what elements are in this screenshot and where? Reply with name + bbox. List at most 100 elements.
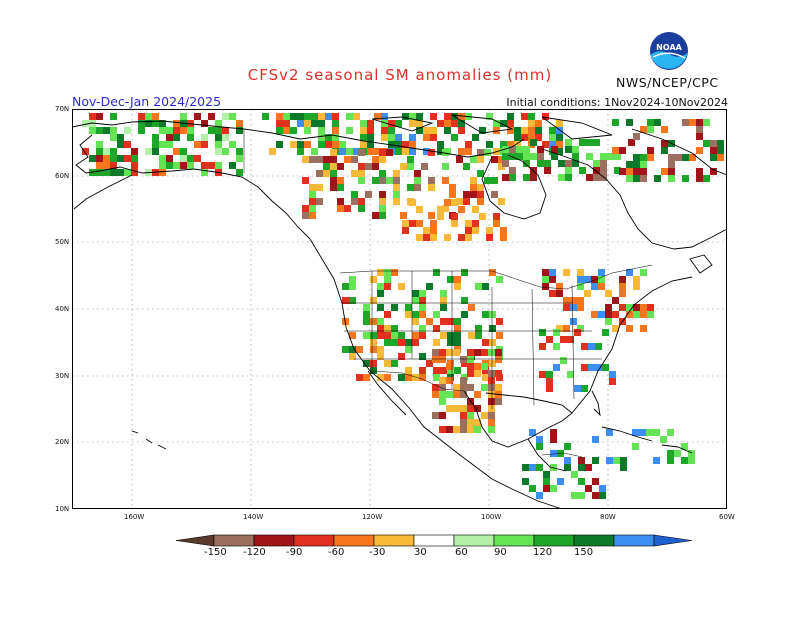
anomaly-cell (384, 374, 391, 381)
anomaly-cell (600, 160, 607, 167)
anomaly-cell (486, 141, 493, 148)
anomaly-cell (442, 163, 449, 170)
anomaly-cell (442, 149, 449, 156)
anomaly-cell (439, 384, 446, 391)
lon-label: 80W (600, 513, 616, 521)
anomaly-cell (577, 276, 584, 283)
anomaly-cell (565, 174, 572, 181)
anomaly-cell (581, 343, 588, 350)
anomaly-cell (481, 349, 488, 356)
anomaly-cell (297, 113, 304, 120)
anomaly-cell (96, 113, 103, 120)
anomaly-cell (498, 163, 505, 170)
anomaly-cell (395, 148, 402, 155)
anomaly-cell (654, 175, 661, 182)
anomaly-cell (633, 161, 640, 168)
anomaly-cell (578, 478, 585, 485)
anomaly-cell (398, 339, 405, 346)
noaa-logo-text: NOAA (656, 43, 682, 52)
lon-label: 120W (362, 513, 383, 521)
anomaly-cell (514, 127, 521, 134)
anomaly-cell (428, 184, 435, 191)
anomaly-cell (703, 119, 710, 126)
anomaly-cell (439, 412, 446, 419)
anomaly-cell (124, 141, 131, 148)
anomaly-cell (619, 147, 626, 154)
anomaly-cell (553, 329, 560, 336)
anomaly-cell (412, 297, 419, 304)
anomaly-cell (379, 149, 386, 156)
anomaly-cell (502, 160, 509, 167)
anomaly-cell (599, 485, 606, 492)
anomaly-cell (647, 126, 654, 133)
anomaly-cell (640, 325, 647, 332)
anomaly-cell (486, 113, 493, 120)
coastlines (72, 114, 727, 509)
anomaly-cell (681, 443, 688, 450)
anomaly-cell (523, 146, 530, 153)
anomaly-cell (402, 141, 409, 148)
anomaly-cell (309, 184, 316, 191)
lat-label: 30N (55, 372, 70, 380)
anomaly-cell (332, 120, 339, 127)
anomaly-cell (318, 141, 325, 148)
anomaly-cell (96, 127, 103, 134)
anomaly-cell (318, 113, 325, 120)
anomaly-cell (570, 297, 577, 304)
anomaly-cell (180, 148, 187, 155)
anomaly-cell (215, 127, 222, 134)
anomaly-cell (522, 478, 529, 485)
anomaly-cell (332, 134, 339, 141)
anomaly-cell (187, 155, 194, 162)
anomaly-cell (465, 227, 472, 234)
anomaly-cell (391, 304, 398, 311)
anomaly-cell (606, 457, 613, 464)
anomaly-cell (502, 146, 509, 153)
anomaly-cell (201, 162, 208, 169)
anomaly-cell (384, 283, 391, 290)
anomaly-cell (430, 220, 437, 227)
anomaly-cell (542, 113, 549, 120)
anomaly-cell (388, 127, 395, 134)
anomaly-cell (521, 113, 528, 120)
anomaly-cell (546, 371, 553, 378)
anomaly-cell (453, 384, 460, 391)
anomaly-cell (640, 175, 647, 182)
anomaly-cell (412, 311, 419, 318)
anomaly-cell (302, 177, 309, 184)
anomaly-cell (516, 146, 523, 153)
colorbar-arrow-high (653, 534, 693, 547)
anomaly-cell (565, 167, 572, 174)
anomaly-cell (477, 191, 484, 198)
anomaly-cell (592, 457, 599, 464)
anomaly-cell (379, 205, 386, 212)
anomaly-cell (477, 184, 484, 191)
anomaly-cell (283, 113, 290, 120)
anomaly-cell (577, 304, 584, 311)
anomaly-cell (379, 198, 386, 205)
anomaly-cell (619, 304, 626, 311)
anomaly-cell (710, 154, 717, 161)
anomaly-cell (500, 120, 507, 127)
anomaly-cell (454, 276, 461, 283)
anomaly-cell (426, 318, 433, 325)
anomaly-cell (563, 269, 570, 276)
anomaly-cell (447, 339, 454, 346)
anomaly-cell (349, 297, 356, 304)
lat-label: 40N (55, 305, 70, 313)
colorbar-label: -90 (286, 547, 303, 558)
anomaly-cell (440, 290, 447, 297)
anomaly-cell (428, 212, 435, 219)
anomaly-cell (215, 134, 222, 141)
anomaly-cell (409, 134, 416, 141)
lat-label: 10N (55, 505, 70, 513)
anomaly-cell (367, 120, 374, 127)
anomaly-cell (159, 127, 166, 134)
anomaly-cell (82, 120, 89, 127)
anomaly-cell (145, 148, 152, 155)
anomaly-cell (477, 149, 484, 156)
anomaly-cell (460, 419, 467, 426)
anomaly-cell (509, 146, 516, 153)
anomaly-cell (710, 168, 717, 175)
anomaly-cell (419, 311, 426, 318)
